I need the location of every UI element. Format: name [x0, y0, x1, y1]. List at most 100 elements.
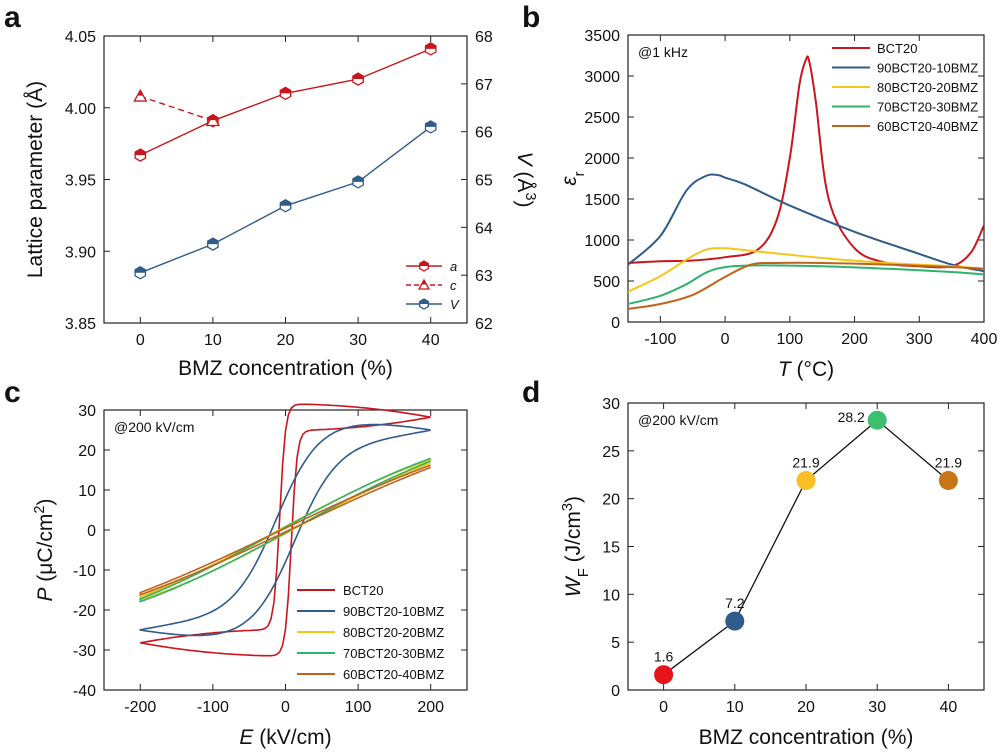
panel-d-ytick-label: 15 [602, 540, 620, 557]
panel-b-ytick-label: 2000 [584, 151, 620, 168]
panel-a-ylabel: Lattice parameter (Å) [24, 81, 47, 278]
panel-a-ytick-label: 4.00 [65, 101, 96, 118]
panel-d-xtick-label: 30 [868, 699, 886, 716]
panel-a-ytick-label: 3.95 [65, 173, 96, 190]
panel-c-ytick-label: 0 [87, 523, 96, 540]
panel-a-y2tick-label: 66 [475, 125, 493, 142]
series-V-point-fill [425, 120, 436, 127]
panel-a-y2label-part-3: ) [513, 201, 536, 208]
panel-d-ylabel-part-3: 3 [560, 503, 576, 511]
data-point [654, 665, 674, 685]
series-c-line [140, 95, 214, 122]
panel-c-ytick-label: -20 [73, 603, 96, 620]
panel-d-frame [627, 402, 985, 691]
legend-a-label: a [450, 259, 457, 274]
panel-b-annotation: @1 kHz [638, 44, 688, 60]
panel-c-ytick-label: -40 [73, 683, 96, 700]
series-BCT20-loop [140, 403, 431, 657]
panel-c-ytick-label: 30 [78, 403, 96, 420]
data-point [725, 611, 745, 631]
panel-a-y2tick-label: 62 [475, 316, 493, 333]
panel-c-xtick-label: -200 [124, 699, 156, 716]
legend-a-marker-fill [419, 261, 429, 266]
series-a-point-fill [352, 73, 364, 80]
panel-b-xtick-label: 300 [906, 331, 933, 348]
data-label: 7.2 [725, 595, 745, 611]
series-V-point-fill [280, 199, 291, 206]
series-60BCT20-40BMZ-loop [139, 464, 431, 596]
panel-a-xtick-label: 10 [204, 332, 222, 349]
panel-b-ylabel-part-0: ε [558, 176, 581, 186]
legend-c-label: c [450, 278, 457, 293]
panel-d-ylabel-part-2: (J/cm [562, 511, 585, 568]
panel-a-xtick-label: 0 [136, 332, 145, 349]
panel-c-xtick-label: 200 [417, 699, 444, 716]
panel-label-a: a [4, 1, 21, 34]
panel-c-xtick-label: -100 [197, 699, 229, 716]
legend-V-marker-fill [419, 299, 429, 304]
data-point [938, 470, 958, 490]
panel-b-xlabel: T (°C) [778, 358, 834, 381]
series-90BCT20-10BMZ-loop [139, 423, 431, 637]
panel-b-ytick-label: 2500 [584, 110, 620, 127]
series-70BCT20-30BMZ-loop [139, 457, 432, 603]
panel-b-xlabel-part-1: (°C) [791, 358, 834, 381]
series-c-point-fill [209, 114, 216, 121]
panel-label-d: d [522, 376, 540, 409]
panel-a-ytick-label: 3.85 [65, 316, 96, 333]
panel-a-frame [103, 35, 468, 324]
panel-d-ylabel-part-1: F [576, 568, 592, 577]
legend-V-label: V [450, 297, 460, 312]
legend-70BCT20-30BMZ-label: 70BCT20-30BMZ [343, 646, 444, 661]
panel-b-xtick-label: 200 [841, 331, 868, 348]
panel-a-y2tick-label: 68 [475, 29, 493, 46]
legend-BCT20-label: BCT20 [877, 41, 917, 56]
panel-b-xtick-label: 400 [971, 331, 998, 348]
series-a-point-fill [280, 87, 291, 94]
panel-c-ylabel-part-0: P [34, 588, 57, 602]
legend-70BCT20-30BMZ-label: 70BCT20-30BMZ [877, 100, 978, 115]
panel-a-y2label-part-1: (Å [513, 166, 536, 193]
chart-panel-d: 0 10 20 30 40 0 5 10 15 20 25 30 BMZ concentration (… [560, 396, 985, 749]
data-point [867, 410, 887, 430]
legend-60BCT20-40BMZ-label: 60BCT20-40BMZ [343, 667, 444, 682]
panel-a-ytick-label: 3.90 [65, 244, 96, 261]
panel-d-ytick-label: 20 [602, 492, 620, 509]
panel-label-c: c [4, 376, 21, 409]
panel-d-ytick-label: 10 [602, 587, 620, 604]
series-V-point-fill [207, 238, 219, 245]
panel-b-ytick-label: 1500 [584, 192, 620, 209]
panel-c-xtick-label: 0 [281, 699, 290, 716]
chart-panel-b: -100 0 100 200 300 400 0 500 1000 1500 2000 2500 300… [558, 28, 997, 381]
panel-c-ylabel-part-3: ) [34, 498, 57, 505]
panel-a-y2label: V (Å3) [513, 151, 538, 207]
chart-panel-a: 0 10 20 30 40 3.85 3.90 3.95 4.00 4.05 62 63 64 65 66 6… [24, 29, 538, 380]
series-90BCT20-10BMZ-line [628, 173, 984, 273]
panel-b-ytick-label: 1000 [584, 233, 620, 250]
panel-d-annotation: @200 kV/cm [638, 412, 718, 428]
series-a-point-fill [135, 149, 146, 156]
panel-d-xlabel: BMZ concentration (%) [699, 726, 914, 749]
data-label: 21.9 [935, 454, 962, 470]
panel-d-xtick-label: 10 [726, 699, 744, 716]
panel-b-frame [627, 34, 985, 323]
panel-a-y2tick-label: 63 [475, 268, 493, 285]
panel-b-ytick-label: 3500 [584, 28, 620, 45]
panel-a-y2label-part-0: V [513, 151, 536, 167]
series-a-line [140, 48, 431, 156]
panel-a-y2tick-label: 64 [475, 220, 493, 237]
legend-BCT20-label: BCT20 [343, 583, 383, 598]
panel-c-ytick-label: -10 [73, 563, 96, 580]
panel-c-xlabel: E (kV/cm) [239, 726, 331, 749]
panel-b-ylabel-part-1: r [572, 171, 588, 176]
panel-c-annotation: @200 kV/cm [114, 419, 194, 435]
panel-a-y2label-part-2: 3 [522, 192, 538, 200]
panel-c-xlabel-part-1: (kV/cm) [253, 726, 331, 749]
legend-80BCT20-20BMZ-label: 80BCT20-20BMZ [877, 80, 978, 95]
panel-c-ytick-label: 10 [78, 483, 96, 500]
panel-b-xtick-label: 0 [721, 331, 730, 348]
panel-d-ylabel: WF (J/cm3) [560, 496, 592, 597]
legend-90BCT20-10BMZ-label: 90BCT20-10BMZ [343, 604, 444, 619]
